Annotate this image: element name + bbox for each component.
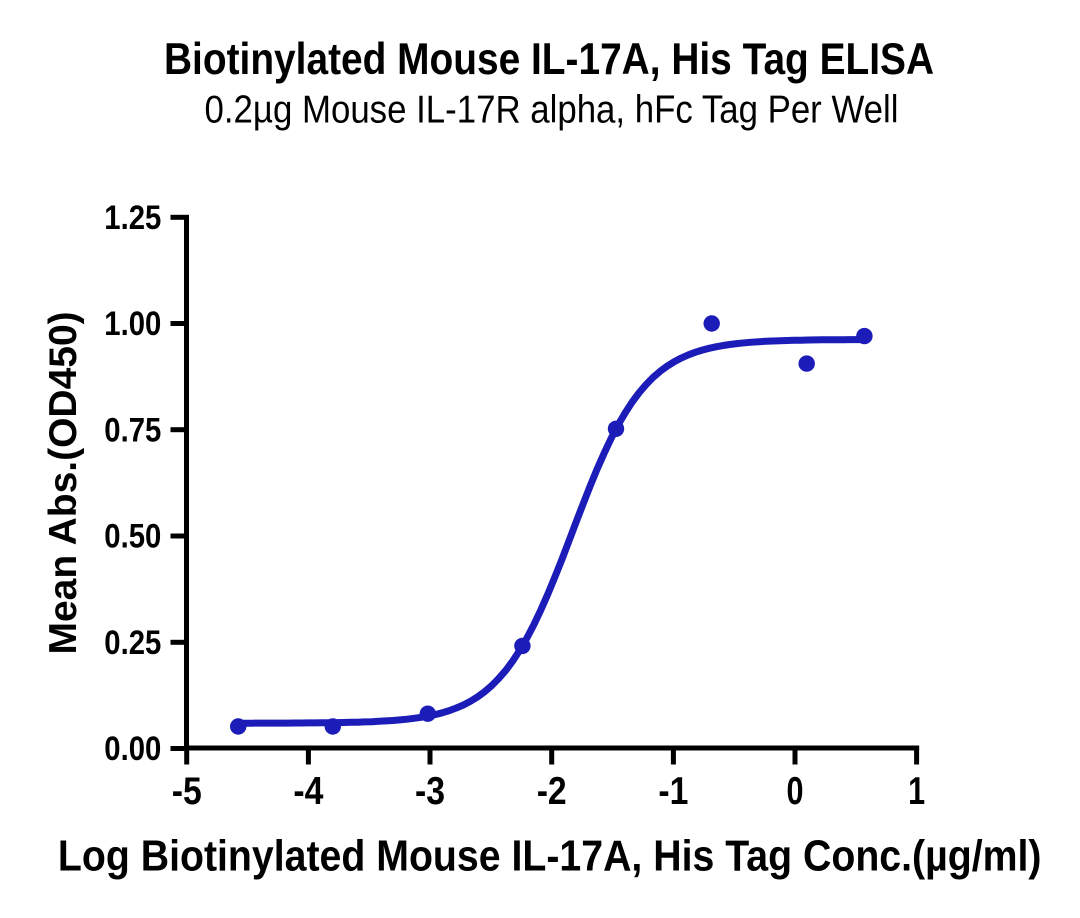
svg-text:1.00: 1.00 bbox=[104, 305, 161, 343]
svg-text:-2: -2 bbox=[537, 770, 567, 813]
svg-text:1.25: 1.25 bbox=[104, 199, 161, 237]
svg-text:-4: -4 bbox=[293, 770, 324, 813]
svg-text:0.00: 0.00 bbox=[104, 730, 161, 768]
svg-text:0.50: 0.50 bbox=[104, 518, 161, 556]
svg-text:-1: -1 bbox=[658, 770, 688, 813]
svg-text:-5: -5 bbox=[172, 770, 202, 813]
svg-text:Log Biotinylated Mouse IL-17A,: Log Biotinylated Mouse IL-17A, His Tag C… bbox=[58, 832, 1042, 881]
svg-text:-3: -3 bbox=[415, 770, 445, 813]
svg-text:Biotinylated Mouse IL-17A, His: Biotinylated Mouse IL-17A, His Tag ELISA bbox=[164, 35, 934, 84]
svg-text:0: 0 bbox=[787, 770, 804, 813]
svg-text:0.2µg Mouse IL-17R alpha, hFc: 0.2µg Mouse IL-17R alpha, hFc Tag Per We… bbox=[205, 89, 899, 132]
svg-text:0.25: 0.25 bbox=[104, 624, 161, 662]
svg-text:Mean Abs.(OD450): Mean Abs.(OD450) bbox=[42, 311, 85, 654]
svg-text:0.75: 0.75 bbox=[104, 411, 161, 449]
svg-text:1: 1 bbox=[908, 770, 925, 813]
